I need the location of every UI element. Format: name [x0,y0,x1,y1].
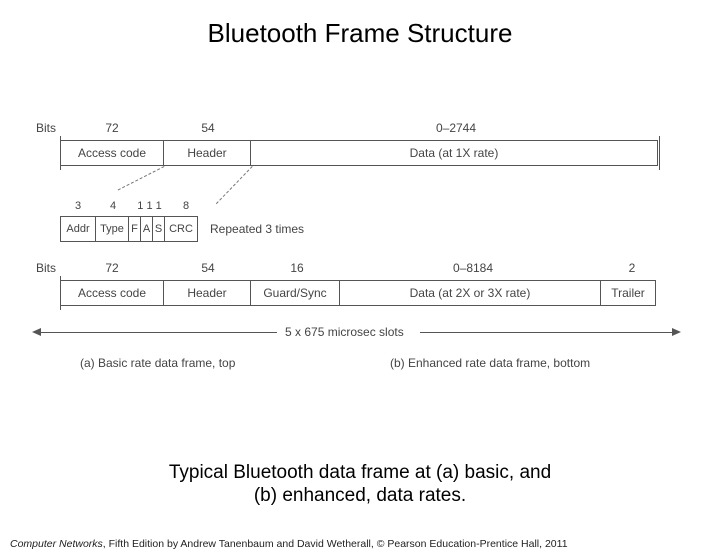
hbits-fas: 1 1 1 [130,200,169,212]
caption-line-1: Typical Bluetooth data frame at (a) basi… [169,462,551,483]
bits-label-b: Bits [36,261,56,275]
cell-type: Type [95,216,129,242]
sub-caption-a: (a) Basic rate data frame, top [80,356,235,370]
cell-b-header: Header [163,280,251,306]
cell-a-data: Data (at 1X rate) [250,140,658,166]
arrow-line-left [41,332,277,333]
page-title: Bluetooth Frame Structure [0,18,720,49]
bits-a-0: 72 [60,121,164,135]
bits-label-a: Bits [36,121,56,135]
cell-b-trailer: Trailer [600,280,656,306]
dash-left [118,166,165,190]
bits-b-4: 2 [604,261,660,275]
cell-b-data: Data (at 2X or 3X rate) [339,280,601,306]
arrow-right-head [672,328,681,336]
caption: Typical Bluetooth data frame at (a) basi… [0,461,720,509]
arrow-line-right [420,332,672,333]
hbits-type: 4 [96,200,130,212]
frame-diagram: Bits 72 54 0–2744 Access code Header Dat… [60,118,685,408]
caption-line-2: (b) enhanced, data rates. [254,485,466,506]
dash-right [216,166,253,204]
header-detail-row: Addr Type F A S CRC [60,216,198,242]
endtick-a [659,136,660,170]
hbits-addr: 3 [60,200,96,212]
cell-b-guard: Guard/Sync [250,280,340,306]
bits-b-2: 16 [252,261,342,275]
bits-a-1: 54 [164,121,252,135]
cell-a-access: Access code [60,140,164,166]
cell-a-header: Header [163,140,251,166]
repeated-note: Repeated 3 times [210,222,304,236]
cell-addr: Addr [60,216,96,242]
bits-b-3: 0–8184 [342,261,604,275]
slots-label: 5 x 675 microsec slots [285,325,404,339]
bits-b-1: 54 [164,261,252,275]
bits-a-2: 0–2744 [252,121,660,135]
cell-crc: CRC [164,216,198,242]
frame-a-row: Access code Header Data (at 1X rate) [60,140,658,166]
frame-b-row: Access code Header Guard/Sync Data (at 2… [60,280,656,306]
hbits-crc: 8 [169,200,203,212]
sub-caption-b: (b) Enhanced rate data frame, bottom [390,356,590,370]
cell-b-access: Access code [60,280,164,306]
bits-b-0: 72 [60,261,164,275]
arrow-left-head [32,328,41,336]
